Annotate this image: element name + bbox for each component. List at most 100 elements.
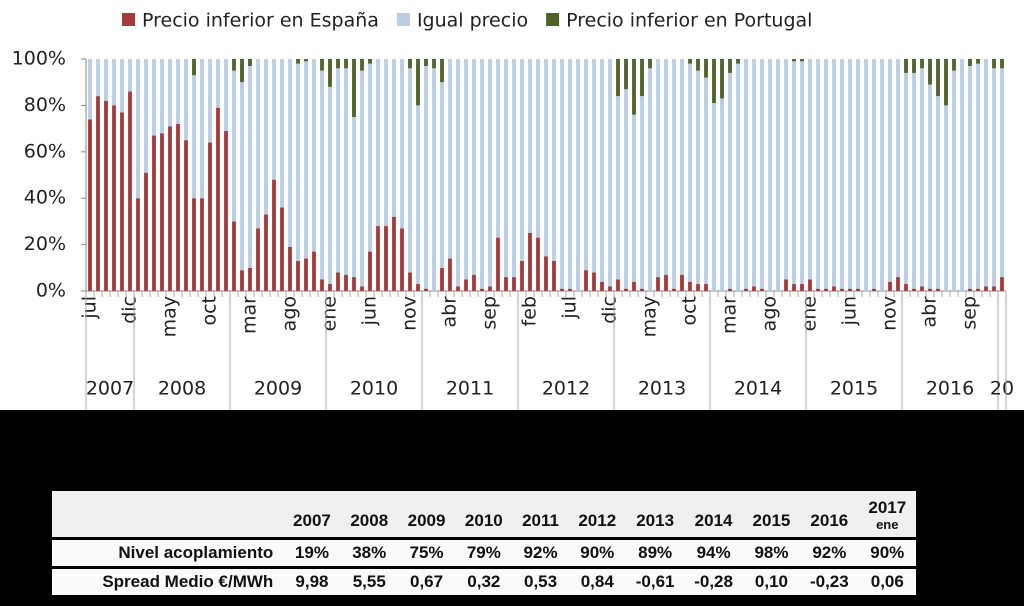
y-tick-label: 60% bbox=[24, 140, 66, 162]
bar-segment bbox=[512, 59, 516, 278]
bar-segment bbox=[112, 59, 116, 106]
table-cell: 19% bbox=[283, 537, 341, 568]
x-tick-label: ene bbox=[319, 296, 341, 331]
bar-segment bbox=[416, 59, 420, 106]
table-cell: 90% bbox=[858, 537, 916, 568]
bar-segment bbox=[896, 277, 900, 291]
bar-segment bbox=[704, 77, 708, 285]
column-year: 2014 bbox=[694, 511, 733, 530]
column-year: 2013 bbox=[636, 511, 675, 530]
bar-segment bbox=[640, 288, 644, 291]
header-cell: 2017 ene bbox=[858, 491, 916, 539]
bar-segment bbox=[216, 107, 220, 291]
bar-segment bbox=[568, 288, 572, 291]
bar-segment bbox=[296, 59, 300, 64]
bar-segment bbox=[800, 59, 804, 62]
bar-segment bbox=[328, 284, 332, 291]
bar-segment bbox=[360, 59, 364, 71]
bar-segment bbox=[648, 68, 652, 291]
bar-segment bbox=[800, 284, 804, 291]
header-cell: 2016 bbox=[800, 491, 859, 539]
bar-segment bbox=[792, 59, 796, 62]
bar-segment bbox=[552, 260, 556, 291]
bar-segment bbox=[816, 288, 820, 291]
bar-segment bbox=[728, 72, 732, 289]
bar-segment bbox=[696, 70, 700, 285]
bar-segment bbox=[384, 59, 388, 227]
header-cell: 2012 bbox=[568, 491, 626, 539]
bar-segment bbox=[248, 267, 252, 291]
bar-segment bbox=[296, 63, 300, 261]
bar-segment bbox=[424, 288, 428, 291]
bar-segment bbox=[1000, 277, 1004, 291]
chart-area: 0% 20% 40% 60% 80% 100% Precio inferior en Esp… bbox=[0, 0, 1024, 410]
bar-segment bbox=[760, 59, 764, 289]
bar-segment bbox=[352, 117, 356, 278]
bar-segment bbox=[840, 59, 844, 289]
table-cell: 0,84 bbox=[568, 566, 626, 595]
bar-segment bbox=[904, 284, 908, 291]
bar-segment bbox=[128, 59, 132, 92]
bar-segment bbox=[240, 59, 244, 83]
bar-segment bbox=[456, 59, 460, 287]
bar-segment bbox=[832, 59, 836, 287]
bar-segment bbox=[704, 59, 708, 78]
bar-segment bbox=[696, 59, 700, 71]
year-label: 2008 bbox=[158, 378, 206, 400]
table-cell: 90% bbox=[568, 537, 626, 568]
x-tick-label: jul bbox=[559, 296, 581, 320]
bar-segment bbox=[360, 70, 364, 287]
bar-segment bbox=[288, 59, 292, 247]
bar-segment bbox=[224, 130, 228, 291]
header-cell: 2013 bbox=[625, 491, 685, 539]
bar-segment bbox=[408, 59, 412, 69]
bar-segment bbox=[664, 274, 668, 291]
bar-segment bbox=[776, 59, 780, 291]
bar-segment bbox=[608, 286, 612, 291]
bar-segment bbox=[840, 288, 844, 291]
bar-segment bbox=[176, 123, 180, 292]
bar-segment bbox=[984, 286, 988, 291]
table-cell: 94% bbox=[684, 537, 743, 568]
bar-segment bbox=[408, 68, 412, 273]
bar-segment bbox=[992, 59, 996, 69]
bar-segment bbox=[912, 59, 916, 73]
bar-segment bbox=[304, 61, 308, 259]
bar-segment bbox=[240, 82, 244, 271]
x-tick-label: ago bbox=[279, 296, 301, 331]
bar-segment bbox=[696, 284, 700, 291]
x-tick-label: jul bbox=[79, 296, 101, 320]
bar-segment bbox=[552, 59, 556, 261]
bar-segment bbox=[920, 59, 924, 69]
legend-label: Precio inferior en España bbox=[142, 10, 379, 32]
year-label: 2016 bbox=[926, 378, 974, 400]
bar-segment bbox=[672, 59, 676, 289]
bar-segment bbox=[144, 172, 148, 291]
bar-segment bbox=[648, 59, 652, 69]
bar-segment bbox=[184, 59, 188, 141]
legend-label: Precio inferior en Portugal bbox=[566, 10, 812, 32]
bar-segment bbox=[816, 59, 820, 289]
bar-segment bbox=[472, 274, 476, 291]
table-cell: 92% bbox=[800, 537, 859, 568]
row-label: Spread Medio €/MWh bbox=[52, 566, 284, 595]
bar-segment bbox=[792, 284, 796, 291]
bar-segment bbox=[464, 59, 468, 280]
bar-segment bbox=[944, 59, 948, 106]
bar-segment bbox=[488, 286, 492, 291]
bar-segment bbox=[600, 281, 604, 291]
bar-segment bbox=[128, 91, 132, 291]
x-tick-label: nov bbox=[879, 296, 901, 331]
bar-segment bbox=[952, 59, 956, 71]
bar-segment bbox=[376, 59, 380, 227]
bar-segment bbox=[488, 59, 492, 287]
bar-segment bbox=[568, 59, 572, 289]
x-tick-label: abr bbox=[439, 296, 461, 328]
bar-segment bbox=[904, 59, 908, 73]
bar-segment bbox=[96, 96, 100, 292]
bar-segment bbox=[640, 96, 644, 289]
bar-segment bbox=[256, 59, 260, 229]
year-label: 2011 bbox=[446, 378, 494, 400]
bar-segment bbox=[864, 59, 868, 291]
